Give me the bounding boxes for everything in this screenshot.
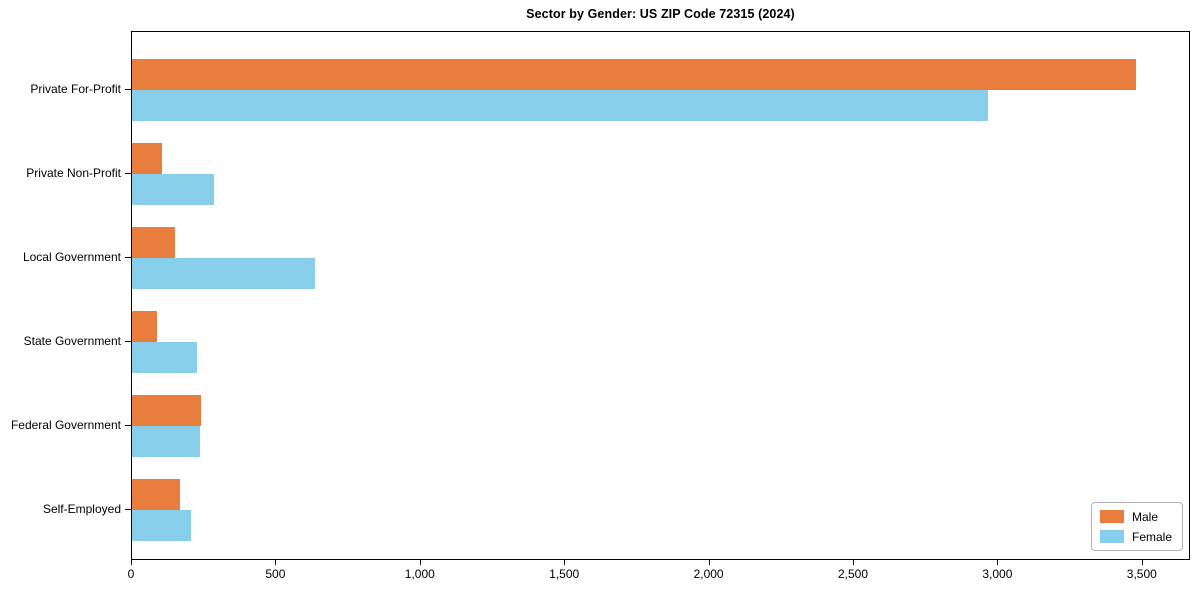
- female-swatch: [1099, 530, 1124, 543]
- x-tick-label-2500: 2,500: [837, 567, 869, 581]
- y-tick-mark: [125, 341, 131, 342]
- chart-title: Sector by Gender: US ZIP Code 72315 (202…: [526, 7, 795, 21]
- bar-male-federal-government: [132, 395, 202, 426]
- x-tick-label-3500: 3,500: [1126, 567, 1157, 581]
- bar-male-local-government: [132, 227, 176, 258]
- x-tick-label-3000: 3,000: [982, 567, 1013, 581]
- x-tick-mark: [708, 560, 710, 565]
- x-tick-label-1000: 1,000: [404, 567, 435, 581]
- x-tick-label-2000: 2,000: [693, 567, 724, 581]
- x-tick-mark: [853, 560, 854, 565]
- bar-female-federal-government: [132, 426, 200, 457]
- legend-label-female: Female: [1131, 529, 1172, 544]
- bar-female-private-for-profit: [132, 90, 989, 121]
- bar-female-self-employed: [132, 510, 192, 541]
- male-swatch: [1099, 510, 1124, 523]
- x-tick-label-1500: 1,500: [549, 567, 580, 581]
- x-tick-mark: [564, 560, 566, 565]
- legend: Male Female: [1090, 502, 1183, 551]
- bar-female-local-government: [132, 258, 316, 289]
- x-tick-mark: [275, 560, 277, 565]
- x-tick-mark: [997, 560, 999, 565]
- x-tick-label-500: 500: [265, 567, 286, 581]
- y-tick-mark: [125, 89, 131, 90]
- bar-female-private-non-profit: [132, 174, 215, 205]
- x-tick-label-0: 0: [127, 567, 135, 581]
- y-tick-mark: [125, 509, 131, 510]
- legend-label-male: Male: [1131, 509, 1158, 524]
- y-tick-label-self-employed: Self-Employed: [42, 502, 121, 516]
- y-tick-label-local-government: Local Government: [22, 250, 121, 264]
- bar-male-private-for-profit: [132, 59, 1136, 90]
- legend-entry-male: Male: [1099, 509, 1172, 524]
- bar-male-state-government: [132, 311, 157, 342]
- y-tick-label-federal-government: Federal Government: [10, 418, 121, 432]
- y-tick-mark: [125, 425, 131, 426]
- y-tick-label-state-government: State Government: [23, 334, 121, 348]
- bar-male-private-non-profit: [132, 143, 163, 174]
- y-tick-mark: [125, 257, 131, 258]
- y-tick-label-private-for-profit: Private For-Profit: [30, 82, 121, 96]
- x-tick-mark: [131, 560, 132, 565]
- x-tick-mark: [1141, 560, 1143, 565]
- y-tick-mark: [125, 173, 131, 174]
- y-tick-label-private-non-profit: Private Non-Profit: [26, 166, 121, 180]
- bar-female-state-government: [132, 342, 197, 373]
- plot-area: Male Female: [131, 31, 1190, 560]
- bar-male-self-employed: [132, 479, 180, 510]
- legend-entry-female: Female: [1099, 529, 1172, 544]
- x-tick-mark: [419, 560, 421, 565]
